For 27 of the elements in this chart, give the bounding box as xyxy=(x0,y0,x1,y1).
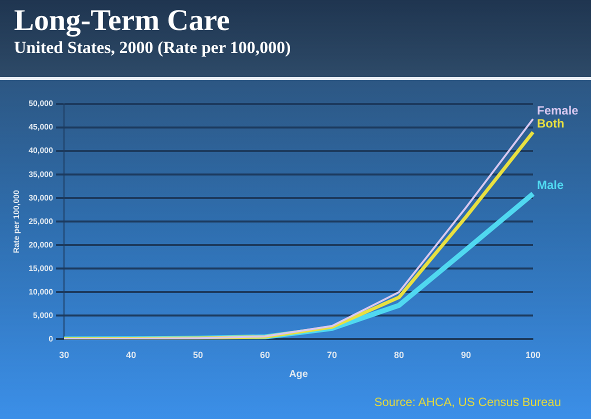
y-tick-label: 15,000 xyxy=(28,264,54,273)
x-tick-label: 100 xyxy=(525,350,541,360)
x-tick-label: 80 xyxy=(394,350,404,360)
y-tick-label: 5,000 xyxy=(33,310,54,320)
x-axis-title: Age xyxy=(289,368,308,380)
chart-subtitle: United States, 2000 (Rate per 100,000) xyxy=(14,38,292,58)
x-tick-label: 30 xyxy=(59,350,70,360)
x-tick-label: 40 xyxy=(126,350,136,360)
chart-title: Long-Term Care xyxy=(14,4,231,38)
y-tick-label: 30,000 xyxy=(28,193,54,202)
series-label: Both xyxy=(537,116,564,131)
source-note: Source: AHCA, US Census Bureau xyxy=(374,395,561,409)
y-tick-label: 40,000 xyxy=(28,146,54,156)
x-tick-label: 70 xyxy=(327,350,338,360)
x-tick-label: 90 xyxy=(461,350,472,360)
series-label: Male xyxy=(537,178,564,192)
y-axis-title: Rate per 100,000 xyxy=(12,189,22,254)
y-tick-label: 45,000 xyxy=(28,122,54,132)
x-tick-label: 50 xyxy=(193,350,204,360)
y-tick-label: 25,000 xyxy=(28,216,54,226)
y-tick-label: 10,000 xyxy=(28,287,54,296)
x-tick-label: 60 xyxy=(260,350,270,360)
y-tick-label: 20,000 xyxy=(28,240,54,250)
y-tick-label: 35,000 xyxy=(28,170,54,179)
series-label: Female xyxy=(537,103,579,118)
y-tick-label: 0 xyxy=(48,334,54,344)
y-tick-label: 50,000 xyxy=(28,99,54,108)
